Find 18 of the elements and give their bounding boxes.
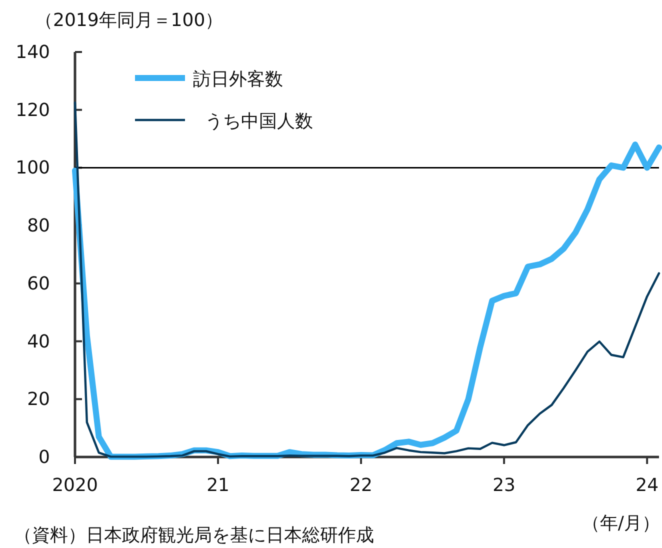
x-tick-label: 23: [492, 475, 516, 496]
y-tick-label: 80: [27, 216, 50, 237]
y-tick-label: 20: [27, 389, 50, 410]
y-axis-title: （2019年同月＝100）: [35, 10, 224, 31]
legend-label: 訪日外客数: [193, 69, 283, 90]
y-tick-label: 120: [16, 100, 50, 121]
x-tick-label: 22: [350, 475, 372, 496]
y-tick-label: 0: [38, 447, 50, 468]
y-tick-label: 140: [16, 42, 50, 63]
text: （資料）日本政府観光局を基に日本総研作成: [14, 525, 374, 546]
y-tick-label: 100: [16, 158, 50, 179]
x-tick-label: 2020: [52, 475, 98, 496]
legend-label: うち中国人数: [205, 111, 313, 132]
x-axis-title: （年/月）: [582, 513, 660, 534]
x-tick-label: 21: [206, 475, 230, 496]
x-tick-label: 24: [636, 475, 659, 496]
y-tick-label: 40: [27, 331, 50, 352]
y-tick-label: 60: [27, 273, 50, 294]
